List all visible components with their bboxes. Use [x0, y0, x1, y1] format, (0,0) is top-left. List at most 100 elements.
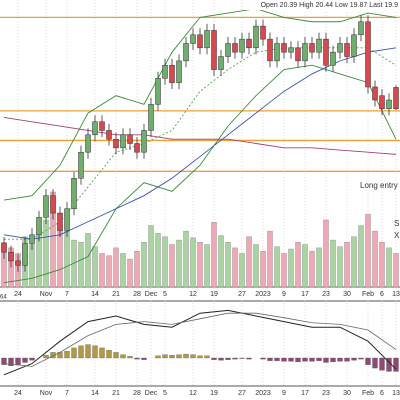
candle-body — [57, 212, 63, 231]
candle-body — [148, 104, 154, 131]
volume-bar — [162, 236, 168, 288]
macd-hist-bar — [246, 357, 252, 360]
volume-bar — [155, 233, 161, 288]
candle-body — [15, 260, 21, 266]
candle-body — [43, 195, 49, 218]
annotation: 64 — [0, 295, 7, 301]
macd-hist-bar — [190, 354, 196, 359]
macd-hist-bar — [29, 357, 35, 361]
macd-hist-bar — [393, 357, 399, 372]
volume-bar — [351, 236, 357, 288]
macd-hist-bar — [365, 357, 371, 365]
macd-hist-bar — [134, 357, 140, 360]
volume-bar — [330, 239, 336, 288]
candle-body — [386, 99, 392, 109]
x-tick-label: 9 — [282, 291, 286, 298]
volume-bar — [78, 242, 84, 288]
x-tick-label: Nov — [40, 390, 53, 397]
macd-hist-bar — [260, 357, 266, 360]
x-tick-label: 19 — [210, 390, 218, 397]
candle-body — [141, 130, 147, 153]
candle-body — [36, 217, 42, 236]
candle-body — [204, 30, 210, 49]
volume-bar — [358, 225, 364, 288]
overlay-line — [3, 8, 397, 201]
macd-hist-bar — [204, 355, 210, 359]
macd-hist-bar — [274, 357, 280, 361]
macd-hist-bar — [232, 357, 238, 360]
volume-bar — [169, 244, 175, 288]
macd-hist-bar — [22, 357, 28, 363]
overlay-line — [3, 64, 397, 284]
macd-hist-bar — [288, 357, 294, 362]
candle-body — [8, 251, 14, 262]
candle-body — [29, 234, 35, 244]
candle-body — [127, 134, 133, 144]
x-tick-label: 12 — [189, 390, 197, 397]
macd-hist-bar — [330, 357, 336, 363]
macd-hist-bar — [43, 355, 49, 359]
volume-bar — [253, 244, 259, 288]
macd-hist-bar — [8, 357, 14, 366]
volume-bar — [302, 244, 308, 288]
candle-body — [358, 21, 364, 36]
x-tick-label: Nov — [40, 291, 53, 298]
candle-body — [295, 47, 301, 62]
macd-hist-bar — [15, 357, 21, 365]
candle-body — [316, 38, 322, 53]
x-tick-label: 17 — [301, 390, 309, 397]
quote-box — [245, 0, 400, 10]
macd-hist-bar — [218, 357, 224, 361]
macd-hist-bar — [211, 357, 217, 360]
macd-line — [3, 309, 397, 376]
volume-bar — [386, 247, 392, 288]
macd-hist-bar — [302, 357, 308, 362]
candle-body — [22, 243, 28, 266]
candle-body — [337, 43, 343, 53]
x-tick-label: 6 — [380, 390, 384, 397]
volume-bar — [113, 247, 119, 288]
macd-hist-bar — [323, 357, 329, 363]
volume-bar — [197, 242, 203, 288]
candle-body — [85, 134, 91, 153]
x-tick-label: 9 — [282, 390, 286, 397]
x-tick-label: 13 — [392, 390, 400, 397]
macd-hist-bar — [120, 354, 126, 359]
volume-bar — [309, 251, 315, 288]
candle-body — [120, 134, 126, 149]
candle-body — [92, 121, 98, 136]
x-tick-label: 12 — [189, 291, 197, 298]
annotation: X — [394, 231, 400, 240]
macd-hist-bar — [197, 355, 203, 359]
macd-hist-bar — [309, 357, 315, 362]
x-tick-label: 2023 — [255, 291, 271, 298]
macd-hist-bar — [225, 357, 231, 360]
volume-bar — [176, 239, 182, 288]
volume-bar — [190, 237, 196, 288]
candle-body — [330, 51, 336, 66]
macd-hist-bar — [50, 352, 56, 359]
x-tick-label: 7 — [65, 291, 69, 298]
volume-bar — [379, 242, 385, 288]
candle-body — [78, 151, 84, 179]
x-tick-label: 14 — [91, 291, 99, 298]
candle-body — [246, 38, 252, 49]
candle-body — [309, 43, 315, 53]
macd-hist-bar — [85, 344, 91, 359]
x-tick-label: 27 — [238, 291, 246, 298]
candle-body — [113, 138, 119, 149]
candle-body — [239, 38, 245, 53]
volume-bar — [218, 235, 224, 288]
candle-body — [253, 25, 259, 49]
volume-bar — [323, 219, 329, 288]
macd-hist-bar — [358, 357, 364, 360]
macd-hist-bar — [141, 357, 147, 360]
macd-hist-bar — [155, 355, 161, 359]
macd-hist-bar — [169, 355, 175, 359]
volume-bar — [183, 230, 189, 288]
candle-body — [267, 38, 273, 62]
x-tick-label: 17 — [301, 291, 309, 298]
candle-body — [351, 34, 357, 57]
x-tick-label: 24 — [14, 390, 22, 397]
